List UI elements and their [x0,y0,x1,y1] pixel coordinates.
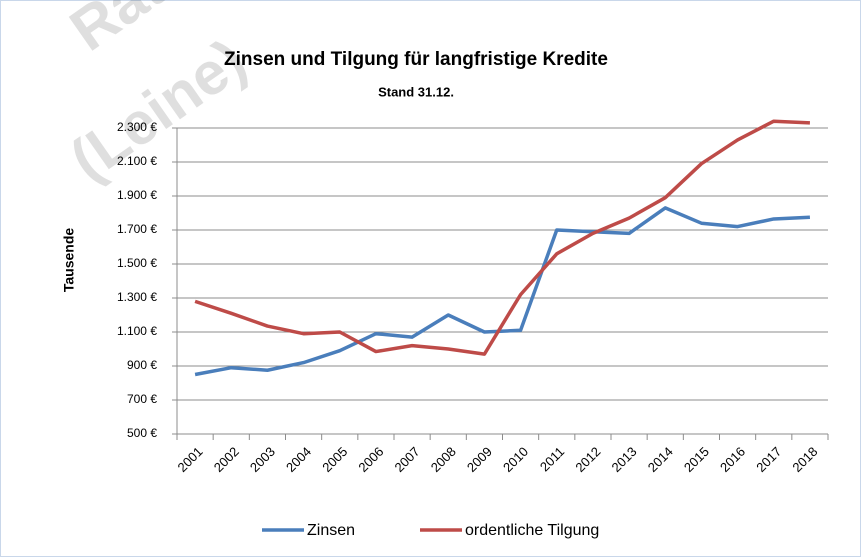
y-tick-label: 1.100 € [117,324,157,338]
y-axis-label: Tausende [61,228,77,293]
y-tick-label: 900 € [127,358,157,372]
y-tick-label: 500 € [127,426,157,440]
series-line [194,119,810,356]
chart-subtitle: Stand 31.12. [378,84,454,99]
y-tick-label: 2.300 € [117,120,157,134]
series-line [194,206,810,377]
y-tick-label: 1.500 € [117,256,157,270]
y-tick-label: 1.900 € [117,188,157,202]
y-tick-label: 1.300 € [117,290,157,304]
y-tick-label: 1.700 € [117,222,157,236]
y-tick-label: 2.100 € [117,154,157,168]
legend-label: Zinsen [307,522,355,539]
chart-title: Zinsen und Tilgung für langfristige Kred… [224,49,608,70]
y-tick-label: 700 € [127,392,157,406]
legend-label: ordentliche Tilgung [465,522,599,539]
